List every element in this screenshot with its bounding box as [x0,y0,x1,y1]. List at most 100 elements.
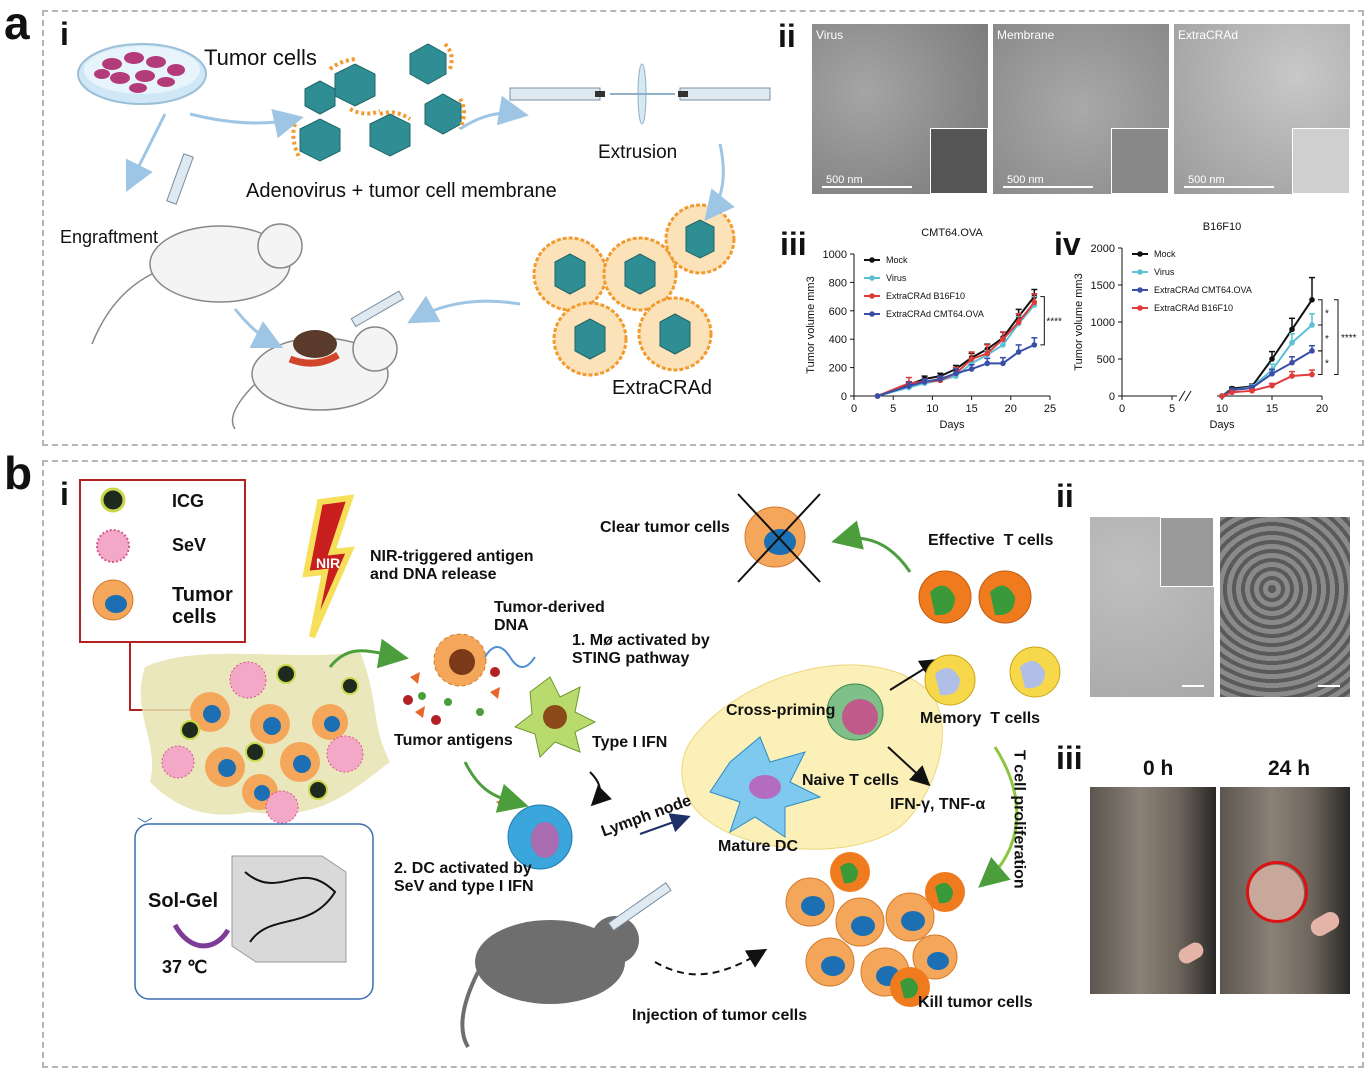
label-type-i-ifn: Type I IFN [592,734,668,751]
legend-marker [1137,251,1143,257]
significance-bracket [1334,299,1339,376]
em-image-membrane: Membrane 500 nm [993,24,1169,194]
label-injection: Injection of tumor cells [632,1007,808,1024]
axis-break-mark [1184,390,1192,402]
sol-gel-arrow [172,923,231,949]
panel-b-i-label: i [60,476,69,512]
em-image-extracrad: ExtraCRAd 500 nm [1174,24,1350,194]
x-tick-label: 5 [1169,403,1175,415]
x-axis-label: Days [1209,419,1235,431]
data-point [937,376,944,382]
label-nir: NIR [316,555,341,571]
label-t-proliferation: T cell proliferation [1010,750,1028,889]
label-engraftment: Engraftment [60,227,159,247]
legend-label: Mock [1154,249,1176,259]
panel-a-frame [42,10,1364,446]
data-point [1289,359,1295,366]
panel-a-letter: a [4,0,30,49]
label-ifn-tnf: IFN-γ, TNF-α [890,796,986,813]
data-point [1289,326,1295,333]
y-tick-label: 1500 [1091,280,1115,292]
memory-t-cells-icon [924,646,1061,706]
x-tick-label: 15 [965,403,977,415]
data-point [1289,373,1295,379]
em-scale-bar [822,186,912,188]
label-naive-t: Naive T cells [802,772,899,789]
tumor-growth-chart-cmt64: CMT64.OVA 0 5 10 15 20 25 0 200 400 600 800 1000 Days… [805,227,1062,431]
label-dc-activated: 2. DC activated by SeV and type I IFN [394,860,534,895]
legend-marker [1137,269,1143,275]
lymph-node [681,664,943,850]
panel-a-i-label: i [60,16,69,52]
label-extracrad: ExtraCRAd [612,377,713,399]
data-point [1269,356,1275,362]
label-nir-release: NIR-triggered antigen and DNA release [370,548,534,583]
paw-icon [1175,939,1207,967]
effective-t-cells-icon [918,570,1032,624]
sem-image-hydrogel [1220,517,1350,697]
em-scale-extracrad: 500 nm [1188,174,1225,186]
y-axis-label: Tumor volume mm3 [805,276,817,373]
panel-b-iii-label: iii [1056,740,1083,776]
panel-b-schematic [79,479,1061,1049]
panel-b-ii-label: ii [1056,478,1074,514]
tumor-mass-icon [288,330,340,367]
extracrad-particles [532,203,736,377]
chart-title: B16F10 [1203,221,1242,233]
mouse-engraftment-icon [91,223,303,345]
label-mature-dc: Mature DC [718,838,799,855]
series-3: ExtraCRAd CMT64.OVA [864,309,1038,399]
significance-bracket [1318,299,1323,326]
y-tick-label: 1000 [823,249,847,261]
kill-tumor-cells-cluster [785,852,965,1007]
y-axis-label: Tumor volume mm3 [1073,273,1085,370]
x-tick-label: 10 [1216,403,1228,415]
label-extrusion: Extrusion [598,142,678,163]
em-scale-bar [1184,186,1274,188]
em-inset-extracrad [1292,128,1350,194]
tem-image-nanoparticles [1090,517,1214,697]
tumor-dna [484,646,536,668]
em-inset-membrane [1111,128,1169,194]
label-mo-activated: 1. Mø activated by STING pathway [572,632,710,667]
x-tick-label: 15 [1266,403,1278,415]
syringe-icon [350,290,405,328]
icg-icon [100,487,126,513]
data-point [1000,360,1006,367]
nucleus-icon [105,595,127,613]
legend-label: ExtraCRAd B16F10 [1154,303,1233,313]
data-point [1269,371,1275,377]
series-line [877,343,1035,397]
y-tick-label: 400 [829,334,847,346]
photo-label-0h: 0 h [1143,757,1174,780]
panel-b-letter: b [4,447,33,499]
mature-dc-icon [709,736,822,838]
legend-marker [869,311,875,317]
data-point [968,356,975,362]
data-point [1015,319,1022,325]
label-kill-tumor: Kill tumor cells [918,994,1033,1011]
label-cross-priming: Cross-priming [726,702,836,719]
axis-break-mark [1178,390,1186,402]
legend-marker [869,257,875,263]
tumor-growth-chart-b16f10: B16F10 0 5 10 15 20 0 500 1000 1500 2000 Days Tumor … [1073,221,1357,431]
x-tick-label: 0 [1119,403,1125,415]
data-point [968,366,975,372]
data-point [1031,299,1038,306]
series-2: ExtraCRAd B16F10 [864,291,1038,399]
legend-tumor-cells: Tumor cells [172,584,233,628]
panel-a-iii-label: iii [780,226,807,262]
data-point [1309,297,1315,303]
legend-marker [869,293,875,299]
em-title-extracrad: ExtraCRAd [1178,28,1239,42]
y-tick-label: 1000 [1091,317,1115,329]
tem-inset [1160,517,1214,587]
significance-label: * [1325,359,1329,370]
data-point [1031,342,1038,348]
data-point [1000,336,1006,342]
label-clear-tumor: Clear tumor cells [600,519,730,536]
x-tick-label: 0 [851,403,857,415]
sev-icon [96,529,130,563]
x-tick-label: 20 [1316,403,1328,415]
significance-label: * [1325,308,1329,319]
